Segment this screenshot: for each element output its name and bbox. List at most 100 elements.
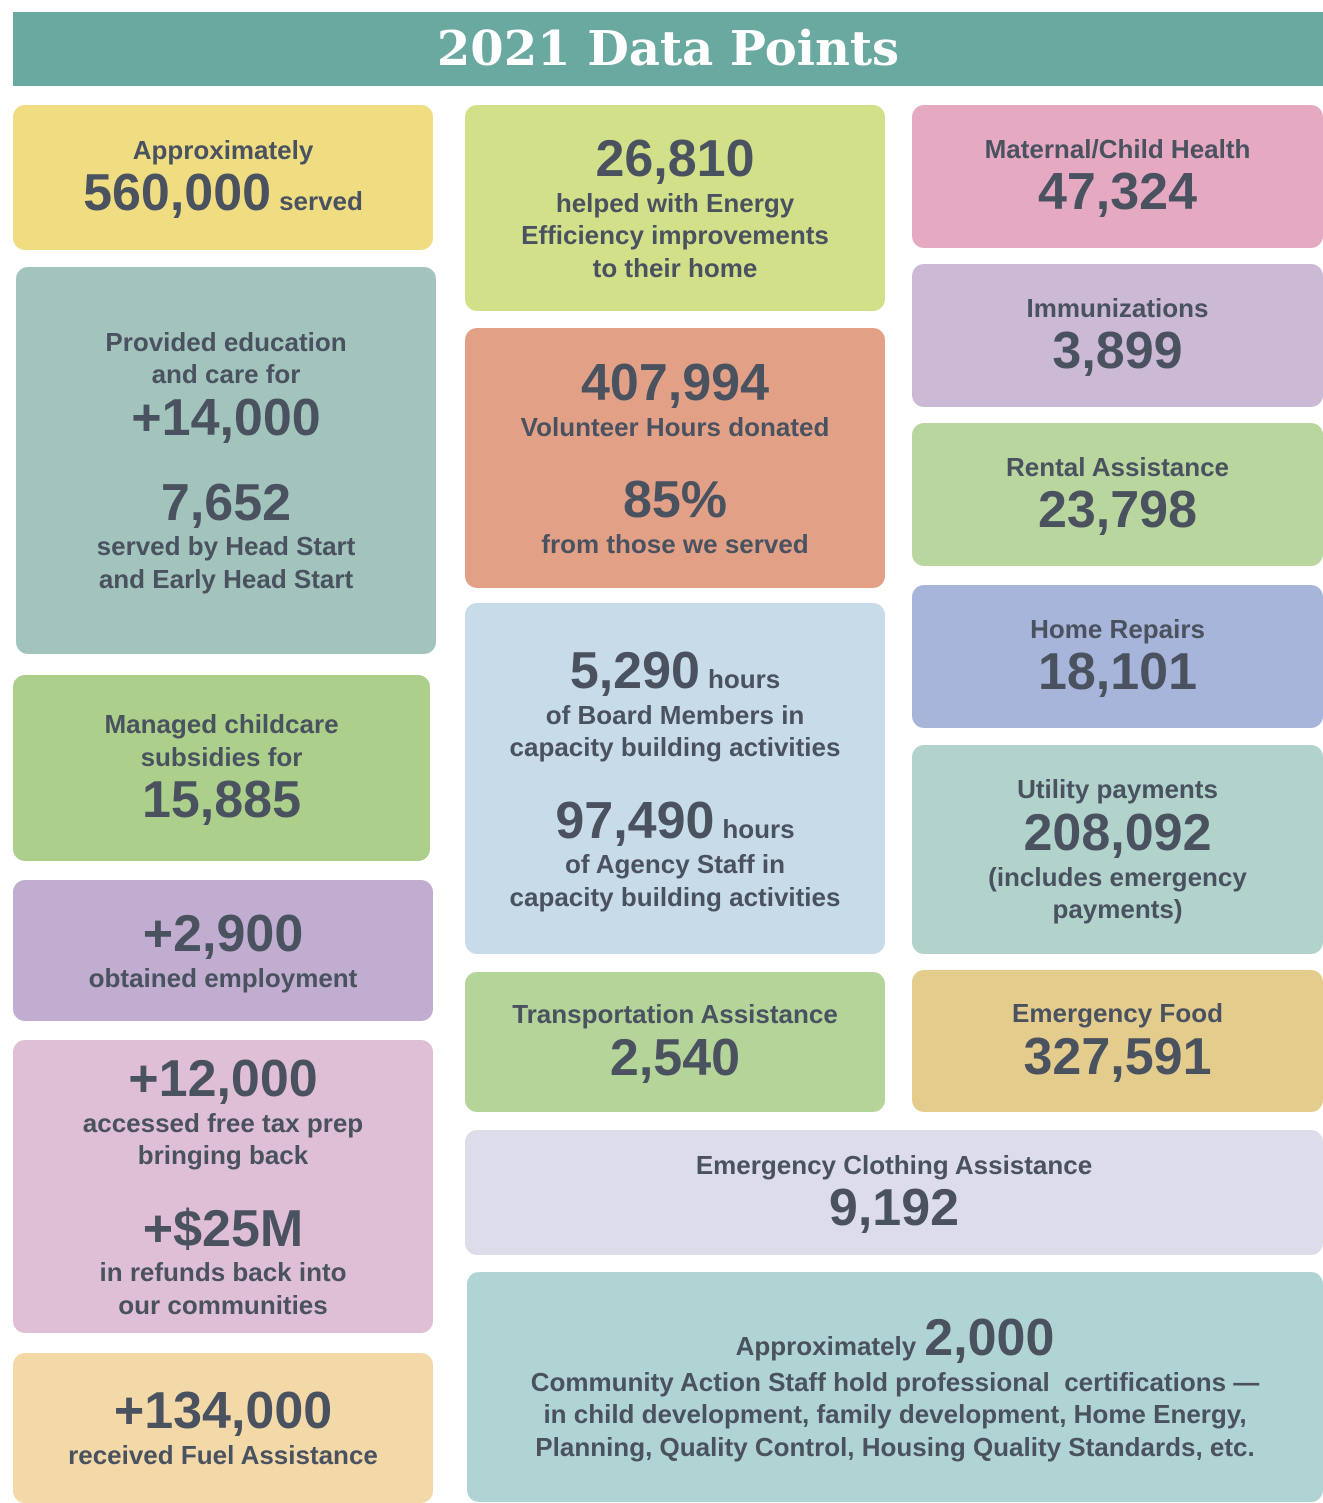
text-row: Approximately <box>133 134 314 167</box>
text-row: Home Repairs <box>1030 613 1205 646</box>
stat-label: Planning, Quality Control, Housing Quali… <box>535 1431 1255 1462</box>
stat-label: Managed childcare <box>104 709 339 740</box>
stat-number: 3,899 <box>1052 322 1183 381</box>
stat-number: 327,591 <box>1023 1027 1212 1086</box>
stat-card: 5,290 hours of Board Members in capacity bu… <box>465 603 885 954</box>
stat-label: Transportation Assistance <box>512 999 838 1030</box>
stat-label: capacity building activities <box>509 881 841 912</box>
text-row: 85% <box>623 473 727 528</box>
stat-label: Home Repairs <box>1030 613 1205 644</box>
stat-card: 407,994 Volunteer Hours donated 85% from th… <box>465 328 885 588</box>
stat-card: 26,810 helped with Energy Efficiency impro… <box>465 105 885 311</box>
stat-label: served <box>279 186 363 217</box>
stat-label: from those we served <box>541 528 809 559</box>
text-row: and Early Head Start <box>99 563 353 596</box>
text-row: 327,591 <box>1024 1030 1212 1085</box>
text-row: of Board Members in <box>546 699 805 732</box>
text-row: 208,092 <box>1024 806 1212 861</box>
stat-card: Rental Assistance 23,798 <box>912 423 1323 566</box>
stat-label: accessed free tax prep <box>82 1107 364 1138</box>
text-row: 2,540 <box>610 1031 740 1086</box>
stat-label: Volunteer Hours donated <box>520 411 830 442</box>
stat-card: Emergency Clothing Assistance 9,192 <box>465 1130 1323 1255</box>
stat-label: Utility payments <box>1017 774 1218 805</box>
text-row: capacity building activities <box>510 881 841 914</box>
stat-card: Home Repairs 18,101 <box>912 585 1323 728</box>
stat-label: bringing back <box>137 1140 309 1170</box>
text-row: Efficiency improvements <box>521 219 829 252</box>
stat-label: subsidies for <box>140 741 303 772</box>
stat-card: +134,000 received Fuel Assistance <box>13 1353 433 1503</box>
text-row: Emergency Food <box>1012 997 1223 1030</box>
stat-card: Approximately 560,000 served <box>13 105 433 250</box>
text-row: Planning, Quality Control, Housing Quali… <box>535 1431 1254 1464</box>
text-row: Provided education <box>105 326 346 359</box>
text-row: +14,000 <box>131 391 320 446</box>
text-row: 15,885 <box>142 773 301 828</box>
stat-label: Approximately <box>735 1330 917 1361</box>
stat-card: +12,000 accessed free tax prep bringing ba… <box>13 1040 433 1333</box>
text-row: (includes emergency <box>988 861 1247 894</box>
stat-label: Provided education <box>105 326 347 357</box>
text-row: 9,192 <box>829 1181 959 1236</box>
stat-card: Transportation Assistance 2,540 <box>465 972 885 1112</box>
stat-label: Approximately <box>132 134 314 165</box>
stat-number: +2,900 <box>142 904 304 963</box>
stat-number: 2,000 <box>924 1308 1055 1367</box>
stat-number: 7,652 <box>160 473 292 532</box>
stat-number: 85% <box>622 471 728 529</box>
stat-label: (includes emergency <box>988 861 1247 892</box>
text-row: +134,000 <box>114 1384 332 1439</box>
text-row: Emergency Clothing Assistance <box>696 1149 1092 1182</box>
text-row: Managed childcare <box>104 708 338 741</box>
stat-number: 407,994 <box>581 353 769 412</box>
stat-card: Maternal/Child Health 47,324 <box>912 105 1323 248</box>
text-row: received Fuel Assistance <box>68 1439 378 1472</box>
text-row: 7,652 <box>160 473 292 532</box>
title: 2021 Data Points <box>436 21 900 77</box>
text-row: Rental Assistance <box>1006 451 1229 484</box>
stat-card: Immunizations 3,899 <box>912 264 1323 407</box>
stat-label: in refunds back into <box>99 1257 347 1288</box>
stat-label: of Agency Staff in <box>564 849 786 880</box>
text-row: +12,000 <box>128 1052 317 1107</box>
text-row: helped with Energy <box>556 187 794 220</box>
stat-label: of Board Members in <box>545 699 805 730</box>
stat-card: Utility payments 208,092 (includes emergen… <box>912 745 1323 954</box>
stat-card: Provided education and care for +14,000 7,6… <box>16 267 436 654</box>
stat-number: 18,101 <box>1037 643 1198 702</box>
text-row: 23,798 <box>1038 483 1197 538</box>
stat-number: 26,810 <box>595 129 755 188</box>
text-row: +$25M <box>143 1201 303 1257</box>
text-row: payments) <box>1052 893 1182 926</box>
text-row: served by Head Start <box>97 530 356 563</box>
stat-label: Emergency Clothing Assistance <box>695 1149 1093 1180</box>
text-row: Volunteer Hours donated <box>521 411 830 444</box>
stat-label: our communities <box>118 1289 328 1320</box>
stat-label: in child development, family development… <box>543 1399 1247 1430</box>
stat-label: hours <box>722 813 795 844</box>
stat-label: Maternal/Child Health <box>984 133 1251 164</box>
text-row: and care for <box>152 358 301 391</box>
text-row: our communities <box>118 1289 327 1322</box>
stat-number: 560,000 <box>83 164 272 223</box>
stat-label: Immunizations <box>1026 292 1209 323</box>
text-row: Utility payments <box>1017 773 1218 806</box>
text-row: 5,290 hours <box>570 644 780 699</box>
stat-label: capacity building activities <box>509 732 841 762</box>
stat-label: served by Head Start <box>96 531 356 562</box>
text-row: Community Action Staff hold professional… <box>531 1366 1260 1399</box>
text-row: +2,900 <box>143 907 304 962</box>
text-row: in child development, family development… <box>543 1398 1246 1431</box>
text-row: Approximately 2,000 <box>736 1311 1055 1366</box>
stat-card: Emergency Food 327,591 <box>912 970 1323 1112</box>
text-row: obtained employment <box>89 962 358 995</box>
stat-number: +12,000 <box>128 1049 318 1108</box>
title-bar: 2021 Data Points <box>13 12 1323 86</box>
text-row: accessed free tax prep <box>83 1107 363 1140</box>
stat-label: and care for <box>151 359 301 390</box>
text-row: subsidies for <box>141 741 303 774</box>
stat-label: obtained employment <box>88 962 358 993</box>
stat-label: Emergency Food <box>1012 998 1223 1029</box>
